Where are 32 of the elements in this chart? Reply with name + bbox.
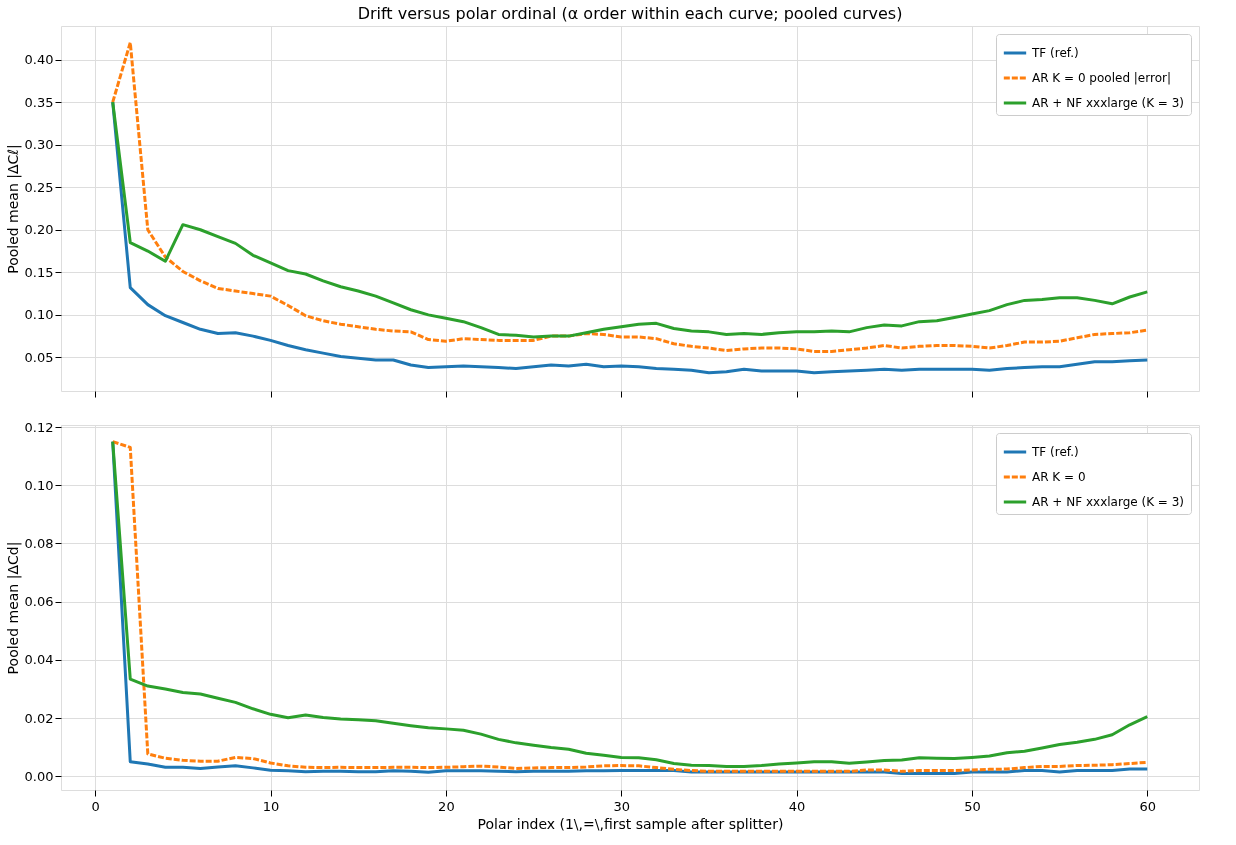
y-tick-label: 0.05 <box>24 349 54 365</box>
legend-label: AR K = 0 <box>1032 470 1086 484</box>
x-tick-label: 10 <box>262 798 280 814</box>
y-tick-label: 0.30 <box>24 137 54 153</box>
y-tick-label: 0.25 <box>24 179 54 195</box>
y-tick-label: 0.02 <box>24 710 54 726</box>
y-tick-label: 0.35 <box>24 94 54 110</box>
legend-label: AR + NF xxxlarge (K = 3) <box>1032 495 1185 509</box>
y-tick-label: 0.06 <box>24 594 54 610</box>
x-tick-label: 30 <box>613 798 631 814</box>
y-tick-label: 0.00 <box>24 768 54 784</box>
x-tick-label: 50 <box>964 798 981 814</box>
x-axis-title: Polar index (1\,=\,first sample after splitter) <box>477 815 784 832</box>
x-tick-label: 60 <box>1139 798 1157 814</box>
chart-title: Drift versus polar ordinal (α order within each curve; pooled curves) <box>357 4 903 23</box>
y-tick-label: 0.10 <box>24 307 54 323</box>
y-axis-title: Pooled mean |ΔCd| <box>4 541 22 675</box>
x-tick-label: 20 <box>438 798 455 814</box>
legend-label: TF (ref.) <box>1031 46 1079 60</box>
x-tick-label: 0 <box>91 798 100 814</box>
y-tick-label: 0.15 <box>24 264 54 280</box>
y-tick-label: 0.04 <box>24 652 54 668</box>
legend-label: AR + NF xxxlarge (K = 3) <box>1032 96 1185 110</box>
y-tick-label: 0.08 <box>24 535 54 551</box>
y-axis-title: Pooled mean |ΔCℓ| <box>4 144 22 274</box>
y-tick-label: 0.10 <box>24 477 54 493</box>
y-tick-label: 0.40 <box>24 52 54 68</box>
y-tick-label: 0.12 <box>24 419 54 435</box>
x-tick-label: 40 <box>788 798 806 814</box>
y-tick-label: 0.20 <box>24 222 54 238</box>
legend-label: TF (ref.) <box>1031 445 1079 459</box>
legend-label: AR K = 0 pooled |error| <box>1032 71 1171 85</box>
